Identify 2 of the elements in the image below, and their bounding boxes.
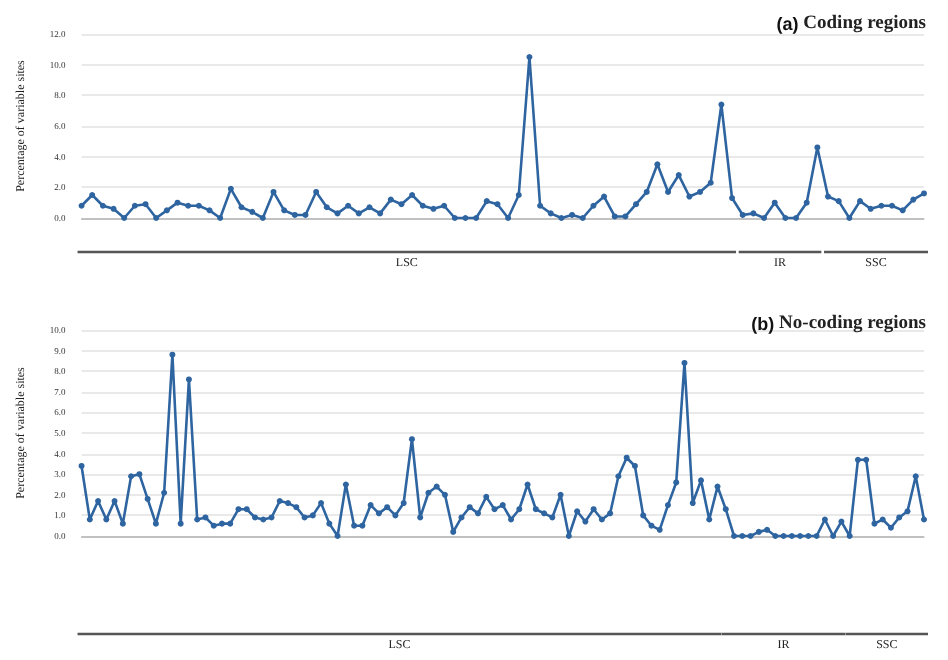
chart-title: (a) Coding regions xyxy=(776,14,927,34)
chart-title: (b) No-coding regions xyxy=(751,314,927,334)
